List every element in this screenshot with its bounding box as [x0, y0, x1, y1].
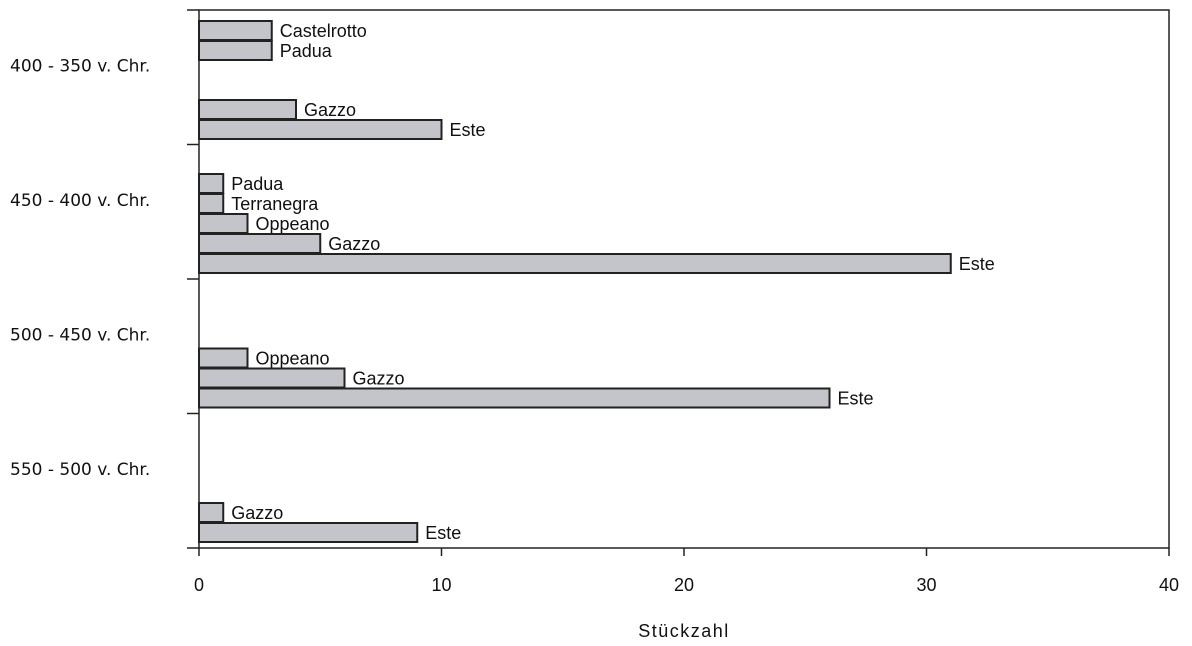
x-tick-label: 0	[194, 575, 204, 595]
bar	[198, 233, 322, 254]
bar-label: Padua	[280, 41, 333, 61]
category-labels: 400 - 350 v. Chr. 450 - 400 v. Chr. 500 - …	[10, 56, 150, 480]
x-tick-label: 40	[1159, 575, 1179, 595]
bar-label: Oppeano	[256, 349, 330, 369]
bar-label: Padua	[231, 174, 284, 194]
bar-label: Oppeano	[256, 214, 330, 234]
y-axis-ticks	[187, 9, 199, 549]
bar	[198, 119, 443, 140]
bar	[198, 387, 831, 409]
bar-label: Gazzo	[231, 503, 283, 523]
bar-label: Este	[450, 120, 486, 140]
category-label: 550 - 500 v. Chr.	[10, 460, 150, 480]
category-label: 500 - 450 v. Chr.	[10, 325, 150, 345]
bar-label: Gazzo	[328, 234, 380, 254]
bar	[198, 367, 346, 389]
bar	[198, 173, 225, 194]
x-tick-label: 10	[431, 575, 451, 595]
bar-label: Terranegra	[231, 194, 319, 214]
bar	[198, 213, 249, 234]
bar	[198, 193, 225, 214]
x-tick-label: 20	[674, 575, 694, 595]
bar-label: Este	[959, 254, 995, 274]
bar-label: Gazzo	[353, 369, 405, 389]
bar	[198, 253, 952, 274]
bar	[198, 347, 249, 369]
x-axis-ticks: 0 10 20 30 40	[194, 548, 1179, 595]
bar	[198, 99, 297, 120]
bar	[198, 40, 273, 61]
x-tick-label: 30	[916, 575, 936, 595]
bar	[198, 502, 225, 523]
category-label: 450 - 400 v. Chr.	[10, 191, 150, 211]
x-axis-title: Stückzahl	[638, 621, 730, 641]
plot-frame	[198, 9, 1170, 549]
bars: CastelrottoPaduaGazzoEstePaduaTerranegra…	[198, 20, 995, 543]
bar-label: Gazzo	[304, 100, 356, 120]
bar-label: Este	[425, 523, 461, 543]
bar-label: Castelrotto	[280, 21, 367, 41]
bar-label: Este	[838, 389, 874, 409]
category-label: 400 - 350 v. Chr.	[10, 56, 150, 76]
bar	[198, 20, 273, 41]
bar	[198, 522, 419, 543]
